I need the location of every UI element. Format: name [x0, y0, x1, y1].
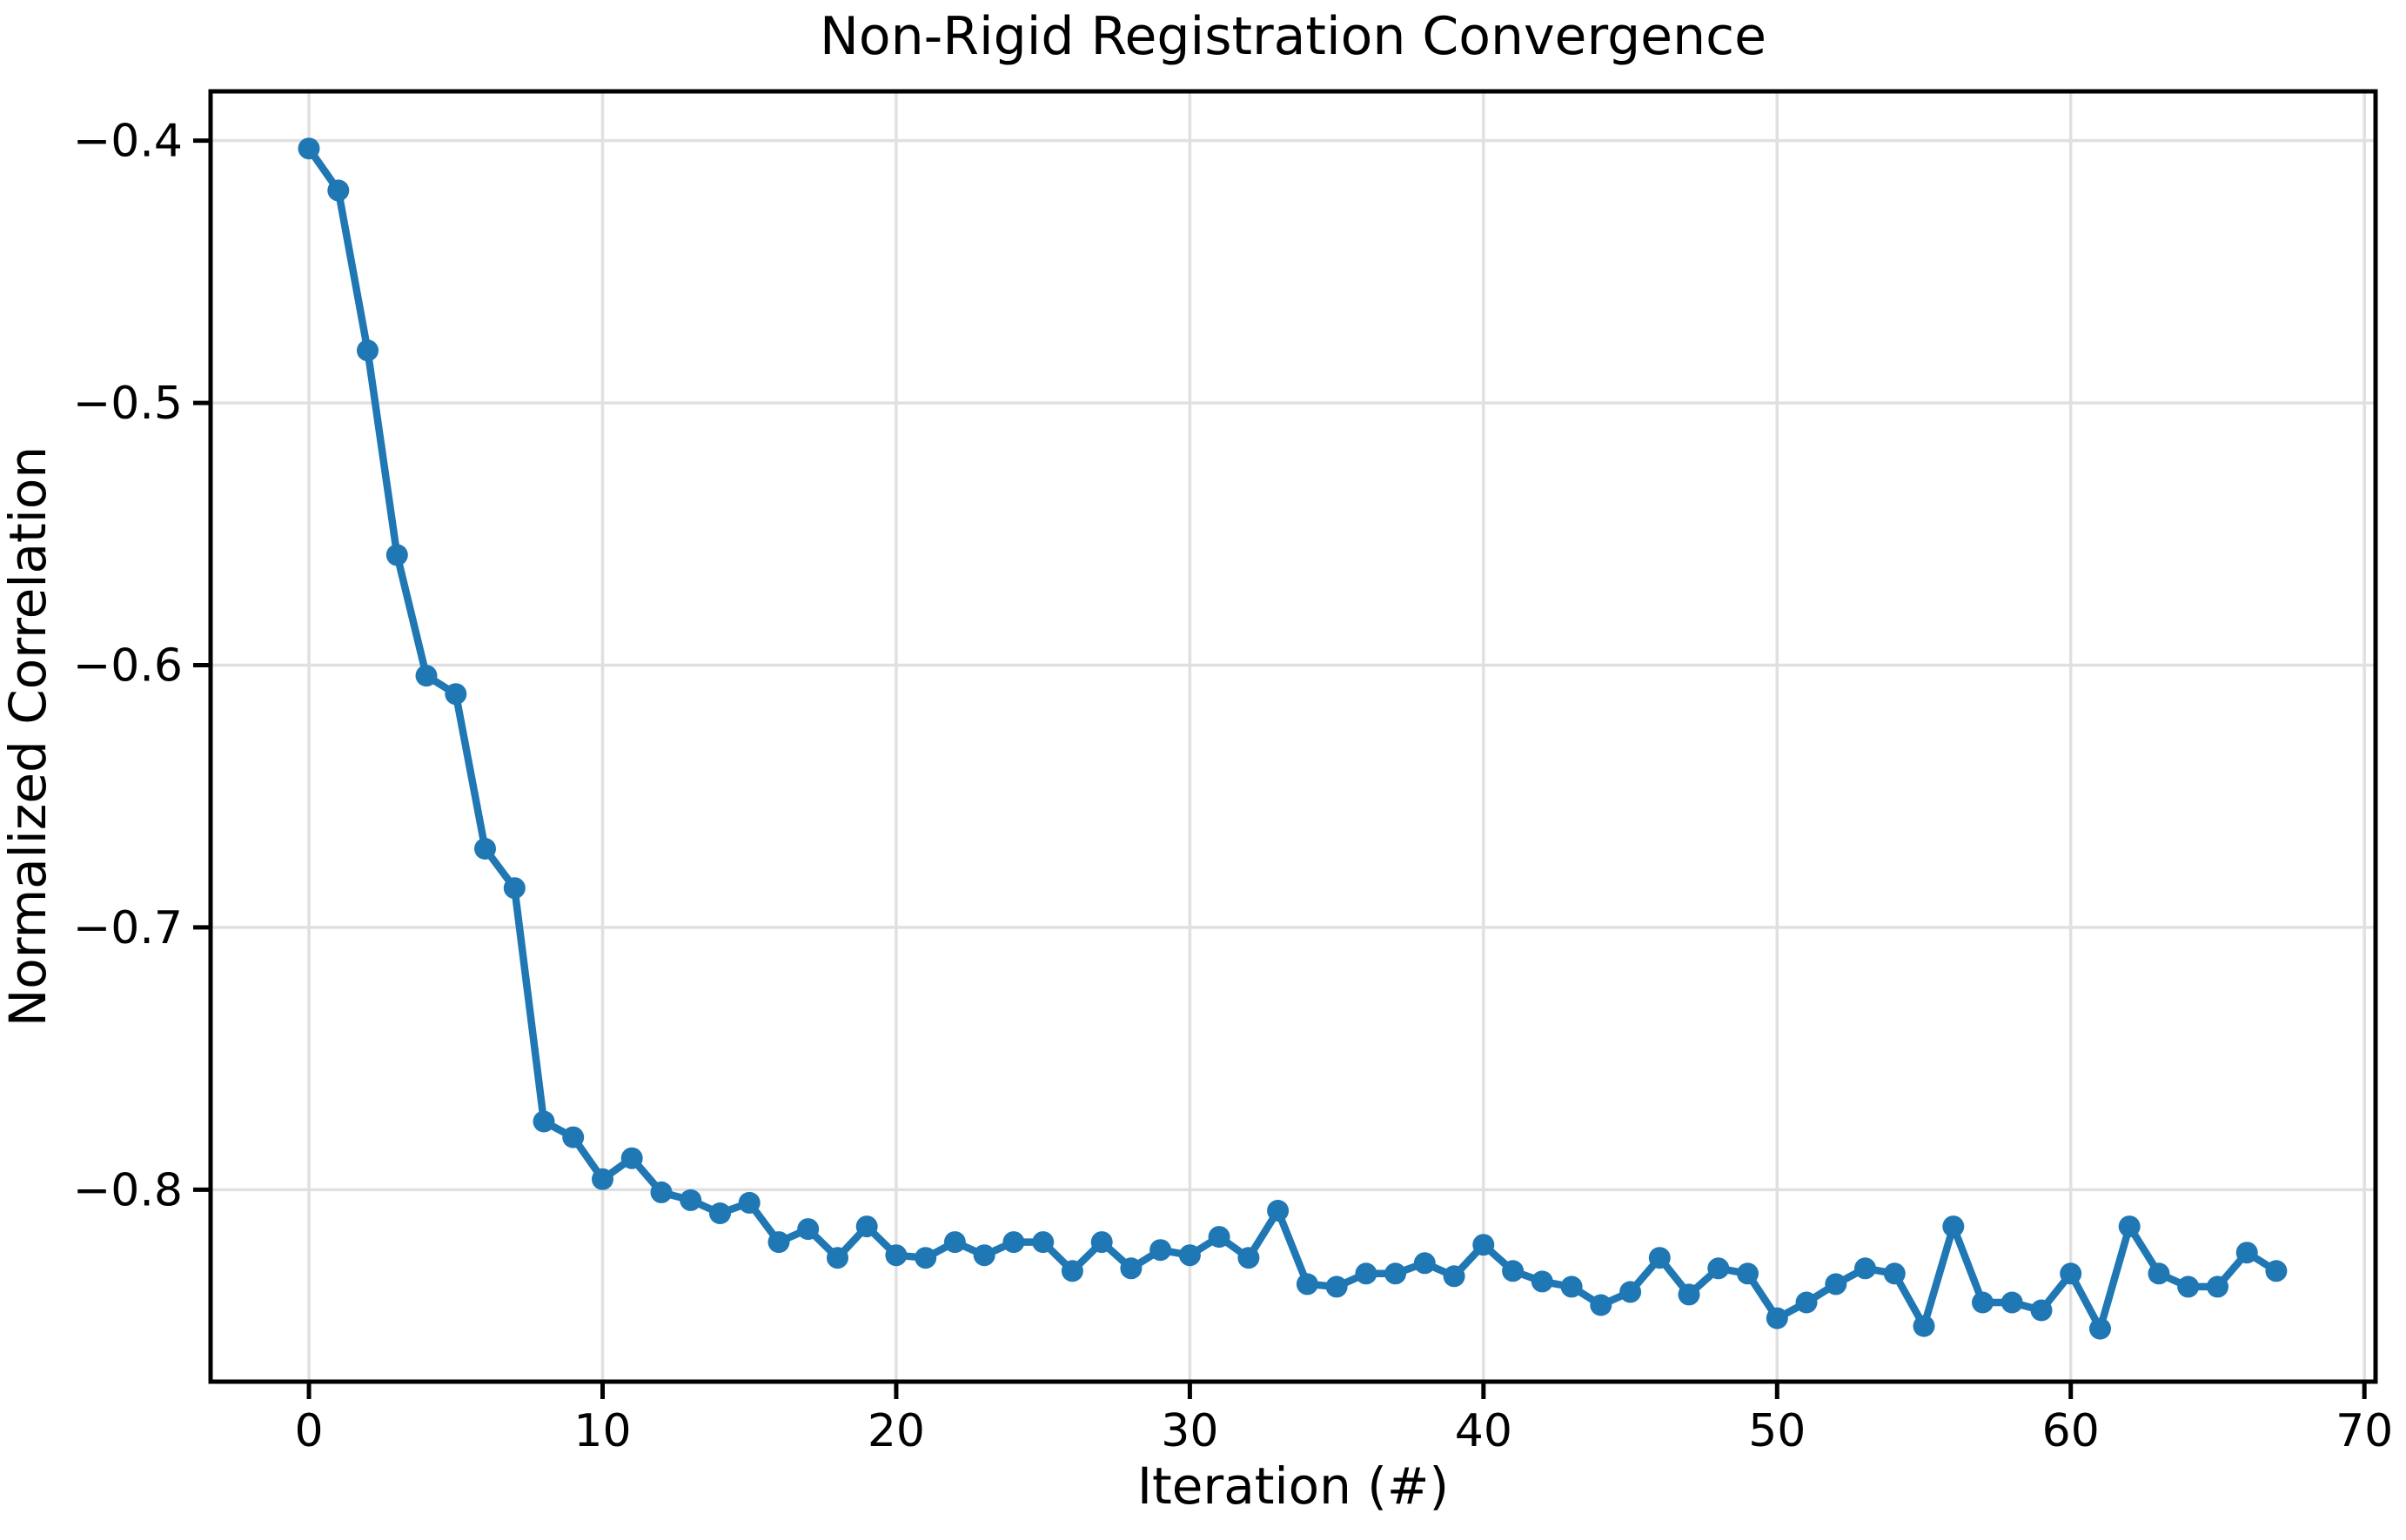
y-tick-label: −0.5	[73, 378, 183, 430]
data-point	[1795, 1291, 1818, 1314]
data-point	[2207, 1276, 2228, 1298]
data-point	[1737, 1262, 1759, 1285]
data-point	[1590, 1294, 1612, 1316]
data-point	[1208, 1226, 1230, 1249]
data-point	[2148, 1262, 2170, 1285]
data-point	[1090, 1231, 1113, 1254]
data-point	[1854, 1257, 1876, 1280]
data-point	[2177, 1276, 2200, 1298]
plot-area	[211, 91, 2376, 1382]
data-point	[2235, 1242, 2258, 1264]
data-point	[415, 665, 438, 687]
y-tick-label: −0.6	[73, 640, 183, 693]
data-point	[2001, 1291, 2023, 1314]
y-tick-label: −0.4	[73, 116, 183, 168]
data-point	[1825, 1273, 1847, 1296]
data-point	[385, 544, 408, 566]
data-point	[2265, 1260, 2288, 1282]
data-point	[1325, 1276, 1348, 1298]
data-point	[1942, 1215, 1965, 1238]
data-point	[709, 1202, 731, 1224]
data-point	[943, 1231, 966, 1254]
data-point	[1178, 1244, 1201, 1267]
grid	[211, 91, 2376, 1382]
data-point	[1443, 1265, 1465, 1288]
data-point	[680, 1188, 702, 1211]
data-point	[2030, 1299, 2053, 1322]
data-point	[1972, 1291, 1994, 1314]
data-point	[797, 1218, 820, 1241]
x-axis-label: Iteration (#)	[1137, 1456, 1449, 1516]
data-point	[474, 838, 496, 860]
plot-spines	[208, 89, 2378, 1384]
data-point	[973, 1244, 995, 1267]
data-point	[1619, 1281, 1642, 1303]
data-point	[562, 1126, 585, 1148]
data-point	[827, 1247, 848, 1269]
data-point	[445, 683, 467, 706]
data-point	[1531, 1270, 1553, 1293]
data-point	[2118, 1215, 2141, 1238]
data-point	[1502, 1260, 1525, 1282]
y-tick-label: −0.8	[73, 1164, 183, 1216]
data-point	[1766, 1307, 1788, 1329]
data-point	[1560, 1276, 1583, 1298]
data-point	[1002, 1231, 1025, 1254]
data-point	[1296, 1273, 1318, 1296]
data-point	[915, 1247, 937, 1269]
x-tick-label: 20	[868, 1405, 925, 1457]
axis-tick-labels: 0 10 20 30 40 50 60 70 −0.4 −0.5 −0.6 −0.7 −0.8	[73, 116, 2394, 1457]
data-point	[1648, 1247, 1671, 1269]
data-point	[1413, 1252, 1436, 1275]
data-point	[1267, 1200, 1290, 1222]
x-tick-label: 70	[2336, 1405, 2393, 1457]
y-axis-label: Normalized Correlation	[0, 446, 57, 1027]
x-tick-label: 40	[1455, 1405, 1512, 1457]
data-point	[1032, 1231, 1055, 1254]
chart-title: Non-Rigid Registration Convergence	[820, 6, 1766, 67]
data-point	[855, 1215, 878, 1238]
data-point	[1883, 1262, 1906, 1285]
data-point	[1678, 1283, 1700, 1306]
data-point	[357, 339, 379, 362]
data-point	[738, 1191, 761, 1214]
data-point	[1061, 1260, 1083, 1282]
data-point	[1472, 1234, 1495, 1256]
data-point	[1913, 1315, 1935, 1337]
data-point	[592, 1168, 613, 1190]
data-series	[298, 137, 2288, 1340]
data-point	[503, 877, 526, 900]
data-point	[2089, 1317, 2111, 1340]
data-point	[1120, 1257, 1143, 1280]
axis-ticks	[193, 138, 2367, 1399]
x-tick-label: 60	[2042, 1405, 2100, 1457]
data-point	[533, 1110, 555, 1133]
x-tick-label: 50	[1748, 1405, 1806, 1457]
data-point	[1707, 1257, 1730, 1280]
data-point	[1384, 1262, 1407, 1285]
data-point	[885, 1244, 908, 1267]
data-point	[620, 1147, 643, 1169]
data-point	[1237, 1247, 1260, 1269]
data-point	[2060, 1262, 2082, 1285]
y-tick-label: −0.7	[73, 902, 183, 954]
data-point	[1355, 1262, 1377, 1285]
x-tick-label: 0	[294, 1405, 323, 1457]
data-point	[327, 179, 350, 202]
x-tick-label: 10	[573, 1405, 631, 1457]
data-point	[650, 1181, 673, 1203]
data-point	[1149, 1239, 1172, 1262]
data-point	[767, 1231, 790, 1254]
x-tick-label: 30	[1161, 1405, 1218, 1457]
data-point	[298, 137, 320, 160]
